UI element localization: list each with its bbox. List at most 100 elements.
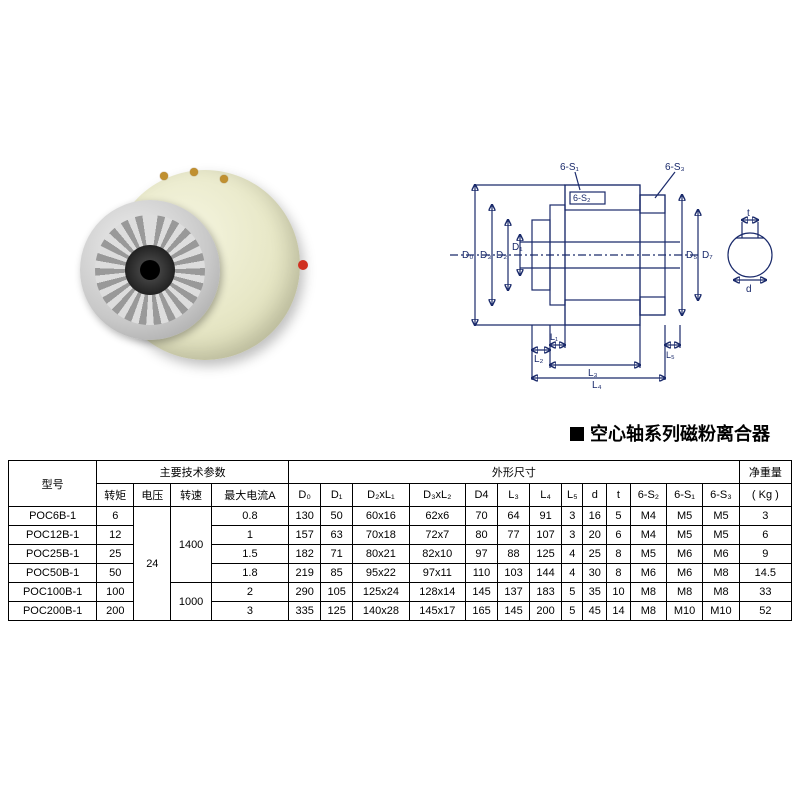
table-cell: 200 xyxy=(97,602,134,621)
table-cell: 6 xyxy=(739,526,791,545)
table-cell: M4 xyxy=(630,507,666,526)
dim-L4: L₄ xyxy=(592,380,602,390)
table-cell: M8 xyxy=(630,583,666,602)
table-cell: 14.5 xyxy=(739,564,791,583)
dim-L1: L₁ xyxy=(550,332,558,342)
table-cell: 71 xyxy=(321,545,353,564)
table-row: POC12B-11211576370x1872x780771073206M4M5… xyxy=(9,526,792,545)
dim-L5: L₅ xyxy=(666,350,675,360)
table-cell: 125 xyxy=(321,602,353,621)
dim-D7: D₇ xyxy=(702,250,713,261)
table-body: POC6B-162414000.81305060x1662x6706491316… xyxy=(9,507,792,621)
table-cell: 8 xyxy=(607,564,631,583)
table-cell: 33 xyxy=(739,583,791,602)
table-cell: M8 xyxy=(666,583,702,602)
table-cell: 95x22 xyxy=(353,564,409,583)
h-t: t xyxy=(607,484,631,507)
table-cell: 85 xyxy=(321,564,353,583)
table-cell: 14 xyxy=(607,602,631,621)
table-cell: 145 xyxy=(465,583,497,602)
dim-t: t xyxy=(747,208,750,219)
table-cell: 70 xyxy=(465,507,497,526)
table-cell: 1.5 xyxy=(211,545,288,564)
h-speed: 转速 xyxy=(171,484,211,507)
table-cell: 182 xyxy=(289,545,321,564)
table-row: POC25B-1251.51827180x2182x1097881254258M… xyxy=(9,545,792,564)
table-cell: 4 xyxy=(562,564,583,583)
table-cell: 125x24 xyxy=(353,583,409,602)
dim-6S3: 6-S₃ xyxy=(665,162,685,173)
table-row: POC200B-12003335125140x28145x17165145200… xyxy=(9,602,792,621)
red-port xyxy=(298,260,308,270)
h-L4: L₄ xyxy=(530,484,562,507)
table-cell: 130 xyxy=(289,507,321,526)
table-row: POC6B-162414000.81305060x1662x6706491316… xyxy=(9,507,792,526)
table-header-row-2: 转矩 电压 转速 最大电流A D₀ D₁ D₂xL₁ D₃xL₂ D4 L₃ L… xyxy=(9,484,792,507)
table-cell: M8 xyxy=(703,583,740,602)
product-photo xyxy=(50,140,330,380)
table-cell: M10 xyxy=(666,602,702,621)
table-cell: 3 xyxy=(739,507,791,526)
series-title: 空心轴系列磁粉离合器 xyxy=(570,420,770,446)
dim-D2: D₂ xyxy=(496,250,507,261)
table-cell: 30 xyxy=(583,564,607,583)
table-cell: 6 xyxy=(97,507,134,526)
table-cell: POC6B-1 xyxy=(9,507,97,526)
table-cell: 12 xyxy=(97,526,134,545)
dim-D5: D₅ xyxy=(686,250,697,261)
technical-drawing: D₀ D₃ D₂ D₁ D₅ D₇ 6-S₁ 6-S₃ 6-S₂ L₂ L₁ xyxy=(420,150,780,390)
table-cell: 1.8 xyxy=(211,564,288,583)
table-cell: 110 xyxy=(465,564,497,583)
table-row: POC100B-110010002290105125x24128x1414513… xyxy=(9,583,792,602)
table-cell: 5 xyxy=(562,583,583,602)
dim-D3: D₃ xyxy=(480,250,491,261)
table-cell: 335 xyxy=(289,602,321,621)
table-cell: 145x17 xyxy=(409,602,465,621)
h-kg: ( Kg ) xyxy=(739,484,791,507)
dim-6S2: 6-S₂ xyxy=(573,193,591,203)
table-cell: 24 xyxy=(134,507,171,621)
table-cell: 45 xyxy=(583,602,607,621)
table-cell: 157 xyxy=(289,526,321,545)
table-cell: 70x18 xyxy=(353,526,409,545)
table-cell: 219 xyxy=(289,564,321,583)
table-cell: 6 xyxy=(607,526,631,545)
table-cell: 5 xyxy=(607,507,631,526)
clutch-bore xyxy=(140,260,160,280)
table-header-row-1: 型号 主要技术参数 外形尺寸 净重量 xyxy=(9,461,792,484)
table-cell: 103 xyxy=(498,564,530,583)
table-cell: 4 xyxy=(562,545,583,564)
table-cell: 80x21 xyxy=(353,545,409,564)
table-cell: M10 xyxy=(703,602,740,621)
table-cell: 9 xyxy=(739,545,791,564)
dim-D1: D₁ xyxy=(512,242,523,253)
table-cell: 72x7 xyxy=(409,526,465,545)
table-cell: 64 xyxy=(498,507,530,526)
col-dims: 外形尺寸 xyxy=(289,461,740,484)
col-model: 型号 xyxy=(9,461,97,507)
h-6S2: 6-S₂ xyxy=(630,484,666,507)
table-cell: 52 xyxy=(739,602,791,621)
dim-L3: L₃ xyxy=(588,368,598,379)
table-cell: 63 xyxy=(321,526,353,545)
table-cell: 3 xyxy=(211,602,288,621)
h-d: d xyxy=(583,484,607,507)
h-L5: L₅ xyxy=(562,484,583,507)
table-cell: 97 xyxy=(465,545,497,564)
table-cell: M6 xyxy=(703,545,740,564)
table-cell: 140x28 xyxy=(353,602,409,621)
h-volt: 电压 xyxy=(134,484,171,507)
h-D1: D₁ xyxy=(321,484,353,507)
table-cell: 16 xyxy=(583,507,607,526)
table-cell: 2 xyxy=(211,583,288,602)
table-cell: 10 xyxy=(607,583,631,602)
table-cell: 97x11 xyxy=(409,564,465,583)
series-title-text: 空心轴系列磁粉离合器 xyxy=(590,424,770,444)
table-cell: 77 xyxy=(498,526,530,545)
table-cell: 137 xyxy=(498,583,530,602)
table-cell: 82x10 xyxy=(409,545,465,564)
table-cell: 20 xyxy=(583,526,607,545)
dim-6S1: 6-S₁ xyxy=(560,162,580,173)
spec-table: 型号 主要技术参数 外形尺寸 净重量 转矩 电压 转速 最大电流A D₀ D₁ … xyxy=(8,460,792,621)
table-cell: 128x14 xyxy=(409,583,465,602)
